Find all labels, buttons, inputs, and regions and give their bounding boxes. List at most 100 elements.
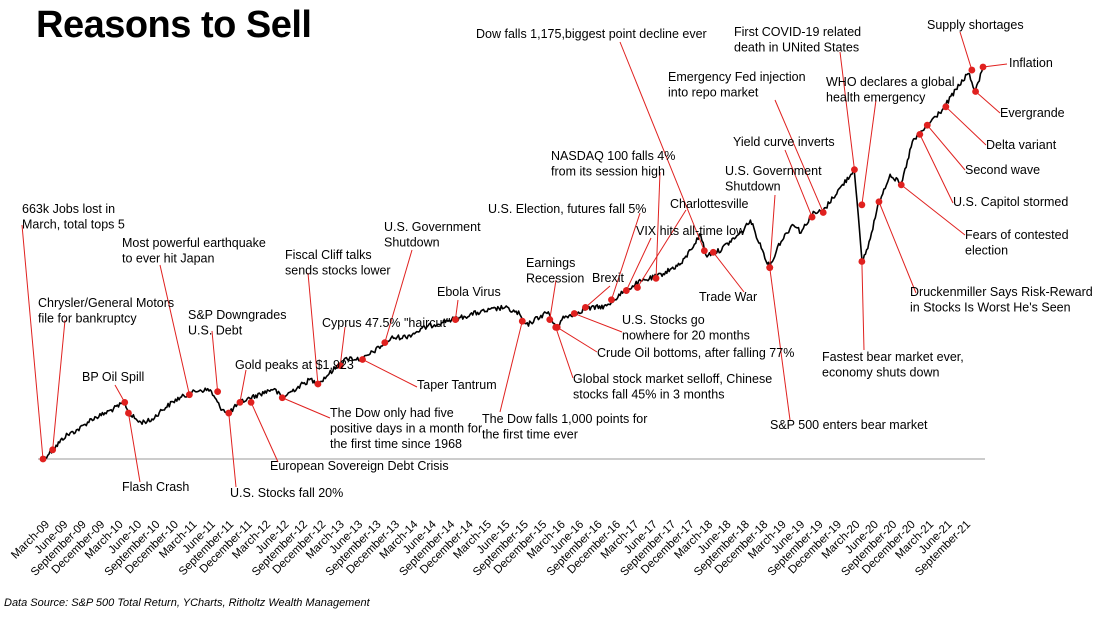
annotation-label-line: Supply shortages: [927, 18, 1024, 32]
annotation-marker: [214, 388, 222, 396]
annotation-leader: [975, 91, 1001, 114]
annotation-label: Evergrande: [1000, 106, 1065, 120]
annotation-marker: [808, 213, 816, 221]
annotation-marker: [518, 317, 526, 325]
annotation-label: NASDAQ 100 falls 4% from its session high: [551, 149, 675, 179]
annotation-marker: [278, 394, 286, 402]
annotation-label-line: economy shuts down: [822, 366, 939, 380]
annotation-label-line: Emergency Fed injection: [668, 70, 806, 84]
annotation-label-line: First COVID-19 related: [734, 25, 861, 39]
annotation-label: U.S. Stocks go nowhere for 20 months: [622, 313, 750, 343]
annotation-label-line: U.S. Capitol stormed: [953, 195, 1068, 209]
annotation-leader: [499, 321, 523, 413]
annotation-label: Dow falls 1,175,biggest point decline ev…: [476, 27, 707, 41]
annotation-marker: [700, 247, 708, 255]
annotation-marker: [923, 121, 931, 129]
annotation-label: Gold peaks at $1,923: [235, 358, 354, 372]
annotation-label: WHO declares a global health emergency: [826, 75, 955, 105]
annotation-label-line: Second wave: [965, 163, 1040, 177]
annotation-marker: [819, 209, 827, 216]
annotation-marker: [553, 323, 561, 331]
annotation-marker: [968, 66, 976, 74]
annotation-label-line: Shutdown: [725, 180, 781, 194]
annotation-leader: [239, 369, 247, 403]
annotation-label-line: file for bankruptcy: [38, 312, 137, 326]
annotation-label-line: Recession: [526, 272, 584, 286]
annotation-label-line: The Dow falls 1,000 points for: [482, 412, 647, 426]
annotation-label: Fiscal Cliff talks sends stocks lower: [285, 248, 391, 278]
annotation-marker: [185, 391, 193, 399]
annotation-label-line: Yield curve inverts: [733, 135, 835, 149]
annotation-label-line: in Stocks Is Worst He's Seen: [910, 301, 1071, 315]
annotation-label-line: Flash Crash: [122, 480, 189, 494]
annotation-leader: [959, 31, 973, 71]
annotation-marker: [570, 310, 578, 317]
annotation-label-line: Ebola Virus: [437, 285, 501, 299]
annotation-label-line: Trade War: [699, 290, 757, 304]
annotation-label: VIX hits all-time low: [636, 224, 746, 238]
annotation-leader: [712, 251, 745, 293]
annotation-marker: [858, 201, 866, 209]
annotation-marker: [125, 409, 132, 417]
annotation-label: U.S. Election, futures fall 5%: [488, 202, 646, 216]
annotation-marker: [709, 248, 717, 256]
annotation-leader: [610, 212, 641, 300]
annotation-label-line: BP Oil Spill: [82, 370, 144, 384]
annotation-label-line: from its session high: [551, 165, 665, 179]
annotation-label: S&P 500 enters bear market: [770, 418, 928, 432]
annotation-leader: [926, 124, 966, 171]
annotation-label: Taper Tantrum: [417, 378, 497, 392]
annotation-label: U.S. Capitol stormed: [953, 195, 1068, 209]
annotation-label-line: the first time since 1968: [330, 437, 462, 451]
annotation-marker: [622, 287, 630, 294]
annotation-label-line: U.S. Government: [725, 164, 822, 178]
annotation-leader: [21, 224, 44, 460]
annotation-label-line: health emergency: [826, 91, 926, 105]
annotation-leader: [228, 413, 237, 488]
annotation-marker: [875, 198, 883, 206]
annotation-label: Most powerful earthquake to ever hit Japa…: [122, 236, 266, 266]
annotation-label: Second wave: [965, 163, 1040, 177]
annotation-label-line: Cyprus 47.5% "haircut": [322, 316, 450, 330]
annotation-leader: [655, 171, 661, 279]
annotation-marker: [608, 296, 615, 304]
annotation-leader: [52, 319, 66, 450]
annotation-leader: [307, 272, 319, 385]
annotation-label: BP Oil Spill: [82, 370, 144, 384]
annotation-label: Ebola Virus: [437, 285, 501, 299]
annotation-label-line: Dow falls 1,175,biggest point decline ev…: [476, 27, 707, 41]
annotation-label-line: death in UNited States: [734, 41, 859, 55]
annotation-label-layer: 663k Jobs lost in March, total tops 5 Chry…: [22, 18, 1093, 500]
annotation-label: Earnings Recession: [526, 256, 584, 286]
annotation-label-line: Fiscal Cliff talks: [285, 248, 372, 262]
annotation-label: Flash Crash: [122, 480, 189, 494]
annotation-marker: [452, 316, 459, 324]
annotation-label: Crude Oil bottoms, after falling 77%: [597, 346, 794, 360]
annotation-label-line: Evergrande: [1000, 106, 1065, 120]
annotation-leader: [839, 51, 855, 170]
annotation-marker: [851, 166, 858, 173]
annotation-label-line: S&P Downgrades: [188, 308, 286, 322]
annotation-label: 663k Jobs lost in March, total tops 5: [22, 202, 125, 232]
annotation-label-line: VIX hits all-time low: [636, 224, 746, 238]
annotation-label: U.S. Stocks fall 20%: [230, 486, 343, 500]
annotation-label: Cyprus 47.5% "haircut": [322, 316, 450, 330]
annotation-label: Inflation: [1009, 56, 1053, 70]
annotation-leader: [282, 397, 331, 419]
annotation-label: Chrysler/General Motors file for bankrupt…: [38, 296, 174, 326]
annotation-label-line: election: [965, 244, 1008, 258]
annotation-label-line: S&P 500 enters bear market: [770, 418, 928, 432]
annotation-label-line: into repo market: [668, 86, 759, 100]
annotation-marker: [766, 264, 774, 271]
annotation-leader: [861, 99, 877, 205]
annotation-leader: [784, 149, 813, 218]
annotation-leader: [625, 237, 652, 291]
annotation-label-line: U.S. Stocks fall 20%: [230, 486, 343, 500]
annotation-leader: [384, 249, 413, 343]
annotation-marker: [49, 446, 57, 454]
annotation-label-line: U.S. Debt: [188, 324, 243, 338]
annotation-leader: [919, 134, 954, 204]
annotation-label-line: Inflation: [1009, 56, 1053, 70]
annotation-leader: [637, 209, 687, 288]
annotation-leader: [549, 279, 557, 320]
